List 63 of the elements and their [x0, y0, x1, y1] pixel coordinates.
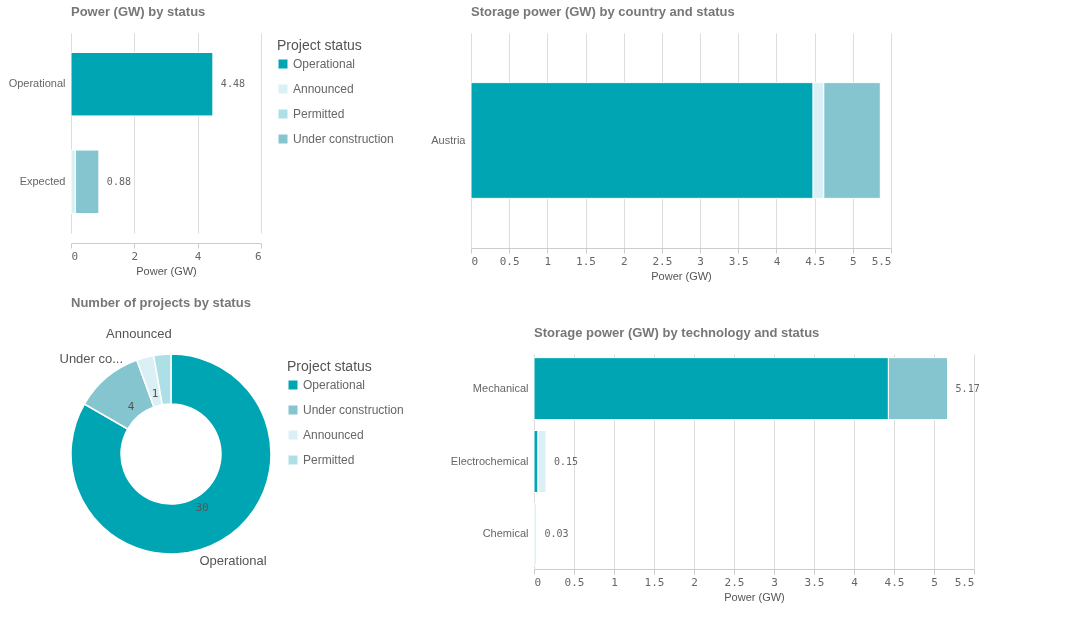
legend-label: Operational	[293, 57, 356, 71]
x-tick-label: 4	[194, 249, 202, 263]
x-tick-label: 2	[131, 249, 139, 263]
text: Under co...	[59, 351, 124, 367]
x-tick-label: 4	[773, 254, 781, 268]
legend-title: Project status	[287, 358, 372, 374]
bar	[533, 502, 537, 566]
total-label: 5.17	[955, 382, 980, 394]
chart-title: Storage power (GW) by technology and status	[534, 325, 820, 340]
x-axis-title: Power (GW)	[651, 269, 712, 282]
x-tick-label: 3	[697, 254, 704, 268]
legend-label: Announced	[293, 82, 354, 96]
x-tick-label: 5	[850, 254, 857, 268]
bar	[537, 430, 547, 493]
x-tick-label: 1	[544, 254, 552, 268]
y-tick-label: Mechanical	[472, 381, 529, 394]
x-tick-label: 0.5	[499, 254, 520, 268]
slice-label: Operational	[199, 553, 267, 569]
y-tick-label: Expected	[19, 174, 66, 187]
chart-title: Number of projects by status	[71, 295, 251, 311]
x-tick-label: 5	[931, 575, 938, 589]
total-label: 0.03	[544, 528, 569, 540]
x-tick-label: 0	[71, 249, 79, 263]
legend-title: Project status	[277, 37, 362, 53]
x-axis-title: Power (GW)	[136, 264, 197, 277]
legend-label: Announced	[303, 428, 364, 442]
x-tick-label: 2.5	[652, 254, 673, 268]
data-label: 30	[195, 500, 209, 514]
x-tick-label: 6	[254, 249, 262, 263]
total-label: 0.15	[554, 455, 579, 467]
legend-label: Under construction	[303, 403, 404, 417]
chart-title: Storage power (GW) by country and status	[471, 4, 735, 19]
slice-label: Announced	[106, 326, 172, 342]
x-tick-label: 4.5	[884, 575, 905, 589]
x-tick-label: 1.5	[644, 575, 665, 589]
legend-label: Operational	[303, 378, 366, 392]
x-tick-label: 4.5	[805, 254, 826, 268]
x-tick-label: 0	[471, 254, 479, 268]
legend-label: Permitted	[293, 107, 345, 121]
x-axis-title: Power (GW)	[724, 590, 785, 603]
x-tick-label: 2.5	[724, 575, 745, 589]
x-tick-label: 3	[771, 575, 778, 589]
legend-label: Under construction	[293, 132, 394, 146]
total-label: 0.88	[106, 175, 131, 187]
x-tick-label: 3.5	[804, 575, 825, 589]
y-tick-label: Chemical	[482, 527, 529, 540]
x-tick-label: 2	[620, 254, 628, 268]
y-tick-label: Electrochemical	[450, 454, 529, 467]
x-tick-label: 0.5	[564, 575, 585, 589]
x-tick-label: 2	[691, 575, 698, 589]
data-label: 1	[151, 387, 159, 401]
x-tick-label: 1.5	[576, 254, 596, 268]
y-tick-label: Austria	[431, 133, 467, 146]
data-label: 4	[127, 399, 135, 413]
legend-label: Permitted	[303, 453, 355, 467]
x-tick-label: 3.5	[728, 254, 749, 268]
total-label: 4.48	[220, 78, 245, 90]
x-tick-label: 5.5	[954, 575, 975, 589]
x-tick-label: 4	[851, 575, 859, 589]
x-tick-label: 1	[611, 575, 618, 589]
x-tick-label: 5.5	[871, 254, 892, 268]
chart-title: Power (GW) by status	[71, 4, 206, 19]
x-tick-label: 0	[534, 575, 542, 589]
